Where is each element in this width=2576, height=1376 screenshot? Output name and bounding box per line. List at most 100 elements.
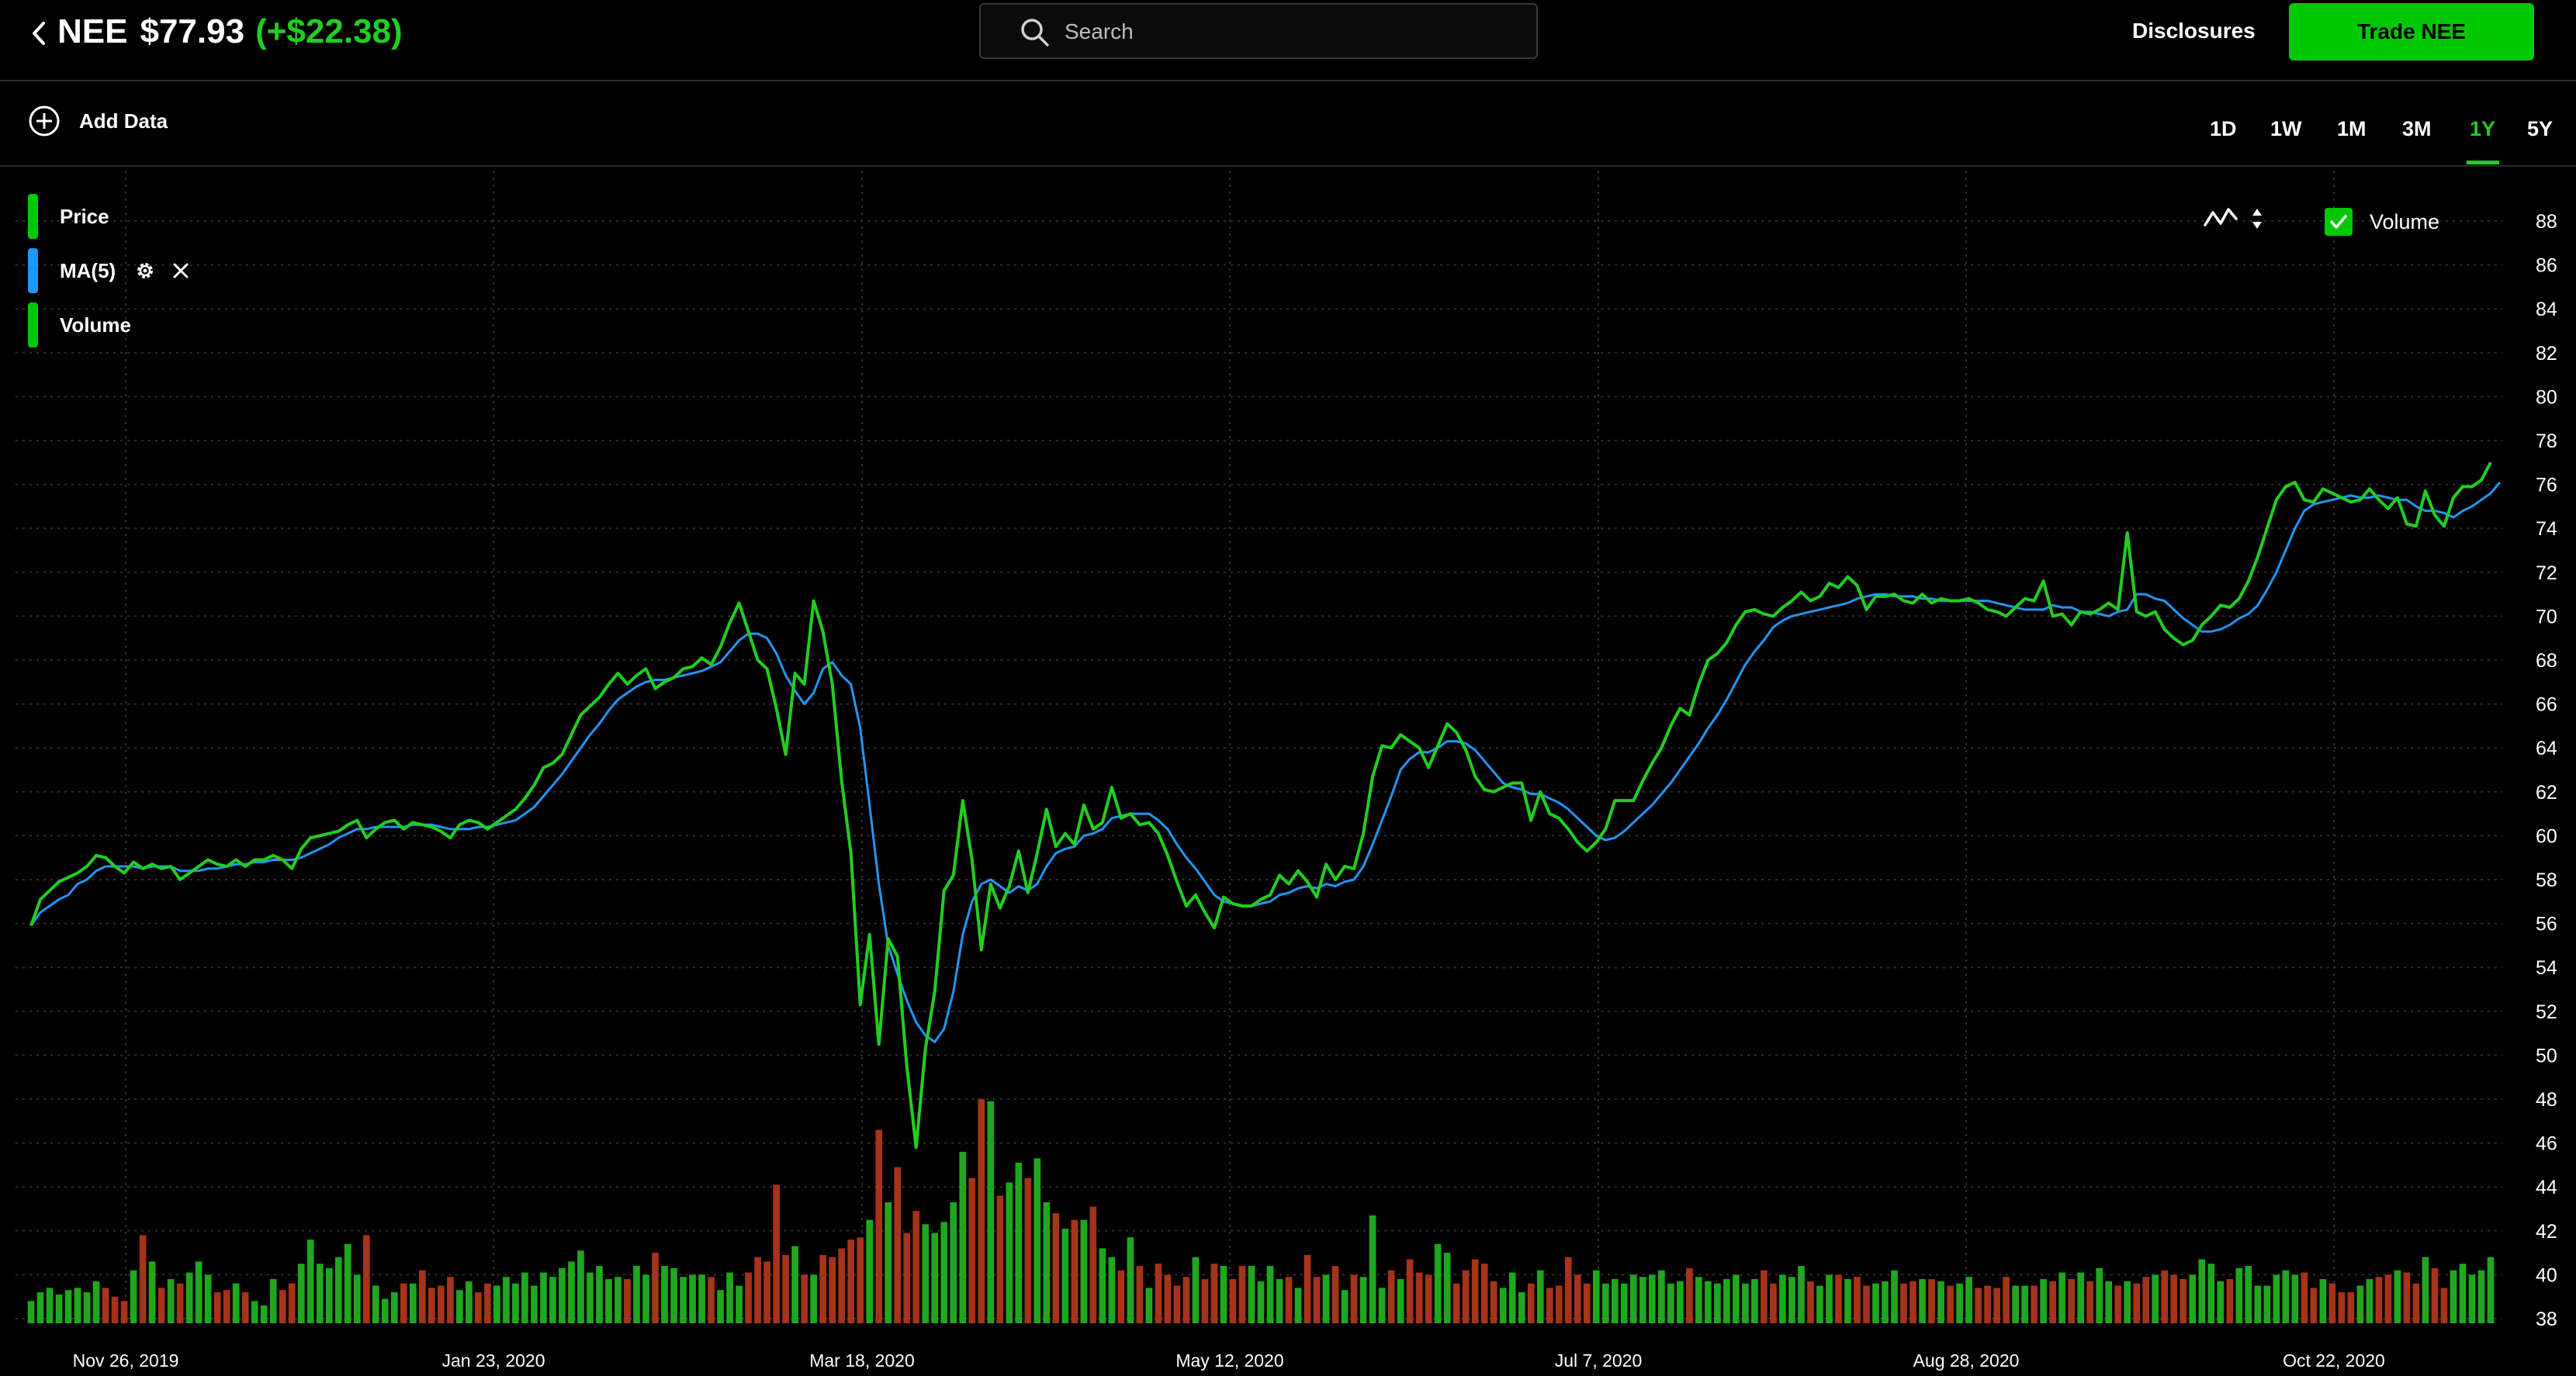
volume-bar: [838, 1248, 845, 1323]
volume-bar: [362, 1235, 370, 1323]
range-tab-1y[interactable]: 1Y: [2470, 117, 2496, 140]
y-tick-label: 84: [2536, 299, 2557, 320]
volume-bar: [2412, 1283, 2420, 1323]
volume-bar: [1714, 1283, 1721, 1323]
ma-settings-button[interactable]: [134, 260, 156, 282]
x-tick-label: Jan 23, 2020: [441, 1350, 545, 1371]
volume-bar: [1826, 1274, 1833, 1323]
volume-bar: [1601, 1283, 1609, 1323]
volume-bar: [1397, 1279, 1404, 1323]
volume-bar: [1350, 1274, 1358, 1323]
volume-bar: [1331, 1266, 1339, 1323]
volume-bar: [241, 1292, 249, 1323]
x-tick-label: Jul 7, 2020: [1555, 1350, 1643, 1371]
volume-bar: [1406, 1259, 1414, 1323]
search-box[interactable]: [979, 3, 1538, 59]
x-tick-label: Mar 18, 2020: [809, 1350, 915, 1371]
ma-remove-button[interactable]: [171, 261, 190, 280]
volume-bar: [409, 1283, 417, 1323]
volume-bar: [2394, 1270, 2401, 1323]
volume-bar: [605, 1279, 612, 1323]
volume-bar: [2356, 1285, 2364, 1323]
volume-bar: [484, 1283, 491, 1323]
volume-bar: [2068, 1279, 2075, 1323]
volume-bar: [1733, 1274, 1740, 1323]
chart-type-selector[interactable]: [2204, 206, 2264, 231]
volume-bar: [1006, 1182, 1013, 1323]
volume-bar: [1341, 1290, 1349, 1323]
y-tick-label: 50: [2536, 1045, 2557, 1067]
volume-bar: [1425, 1274, 1432, 1323]
volume-bar: [1089, 1206, 1097, 1323]
volume-bar: [1499, 1288, 1507, 1323]
volume-bar: [130, 1270, 137, 1323]
volume-toggle[interactable]: Volume: [2325, 208, 2439, 236]
volume-bar: [1984, 1285, 1991, 1323]
price-chart[interactable]: 38 40 42 44 46 48 50 52 54 56 58 60 62 64 66 68 70 72 74 76…: [0, 167, 2576, 1376]
volume-bar: [1285, 1277, 1293, 1323]
range-tab-1m[interactable]: 1M: [2337, 117, 2367, 140]
volume-bar: [1779, 1274, 1786, 1323]
range-tab-3m[interactable]: 3M: [2402, 117, 2432, 140]
volume-bar: [866, 1219, 874, 1323]
volume-bar: [2347, 1292, 2355, 1323]
volume-bar: [1452, 1283, 1460, 1323]
volume-bar: [2310, 1288, 2318, 1323]
volume-bar: [1620, 1283, 1628, 1323]
legend-volume-swatch: [28, 303, 38, 347]
volume-bar: [1443, 1253, 1451, 1323]
volume-bar: [2031, 1285, 2038, 1323]
volume-bar: [503, 1277, 510, 1323]
legend-price[interactable]: Price: [28, 193, 109, 240]
y-tick-label: 56: [2536, 914, 2557, 935]
volume-bar: [1024, 1177, 1032, 1323]
volume-bar: [2431, 1267, 2439, 1323]
y-tick-label: 42: [2536, 1221, 2557, 1243]
volume-bar: [1965, 1277, 1972, 1323]
volume-bar: [2226, 1279, 2234, 1323]
volume-bar: [2021, 1285, 2028, 1323]
volume-bar: [316, 1264, 324, 1323]
volume-bar: [260, 1305, 268, 1323]
x-tick-label: May 12, 2020: [1175, 1350, 1283, 1371]
x-tick-label: Nov 26, 2019: [73, 1350, 179, 1371]
volume-bar: [297, 1264, 305, 1323]
volume-bar: [810, 1274, 817, 1323]
y-tick-label: 44: [2536, 1177, 2557, 1198]
volume-bar: [83, 1292, 91, 1323]
volume-bar: [1043, 1202, 1051, 1323]
range-tab-1d[interactable]: 1D: [2210, 117, 2237, 140]
range-tab-1w[interactable]: 1W: [2270, 117, 2302, 140]
volume-bar: [950, 1202, 957, 1323]
y-tick-label: 60: [2536, 825, 2557, 847]
search-input[interactable]: [1063, 9, 1516, 54]
trade-button[interactable]: Trade NEE: [2289, 3, 2534, 61]
volume-bar: [2077, 1272, 2084, 1323]
add-data-button[interactable]: Add Data: [28, 105, 168, 137]
volume-bar: [1854, 1277, 1861, 1323]
volume-bar: [1928, 1279, 1935, 1323]
volume-bar: [1592, 1270, 1600, 1323]
volume-bar: [2366, 1279, 2373, 1323]
legend-volume[interactable]: Volume: [28, 302, 131, 348]
volume-bar: [288, 1283, 296, 1323]
sort-arrows-icon: [2252, 209, 2262, 229]
volume-bar: [251, 1301, 258, 1323]
volume-bar: [2403, 1272, 2411, 1323]
volume-checkbox[interactable]: [2325, 208, 2353, 236]
volume-bar: [1210, 1264, 1218, 1323]
back-button[interactable]: [23, 14, 54, 53]
volume-bar: [1536, 1270, 1544, 1323]
disclosures-link[interactable]: Disclosures: [2132, 19, 2256, 43]
volume-bar: [1164, 1274, 1172, 1323]
volume-bar: [2273, 1274, 2280, 1323]
range-tab-5y[interactable]: 5Y: [2527, 117, 2553, 140]
y-tick-label: 88: [2536, 211, 2557, 233]
volume-bar: [1611, 1279, 1619, 1323]
legend-ma[interactable]: MA(5): [28, 247, 190, 294]
volume-bar: [2328, 1283, 2336, 1323]
volume-bar: [1658, 1270, 1665, 1323]
volume-bar: [1322, 1274, 1330, 1323]
volume-bar: [1629, 1274, 1637, 1323]
volume-bar: [1882, 1281, 1889, 1323]
